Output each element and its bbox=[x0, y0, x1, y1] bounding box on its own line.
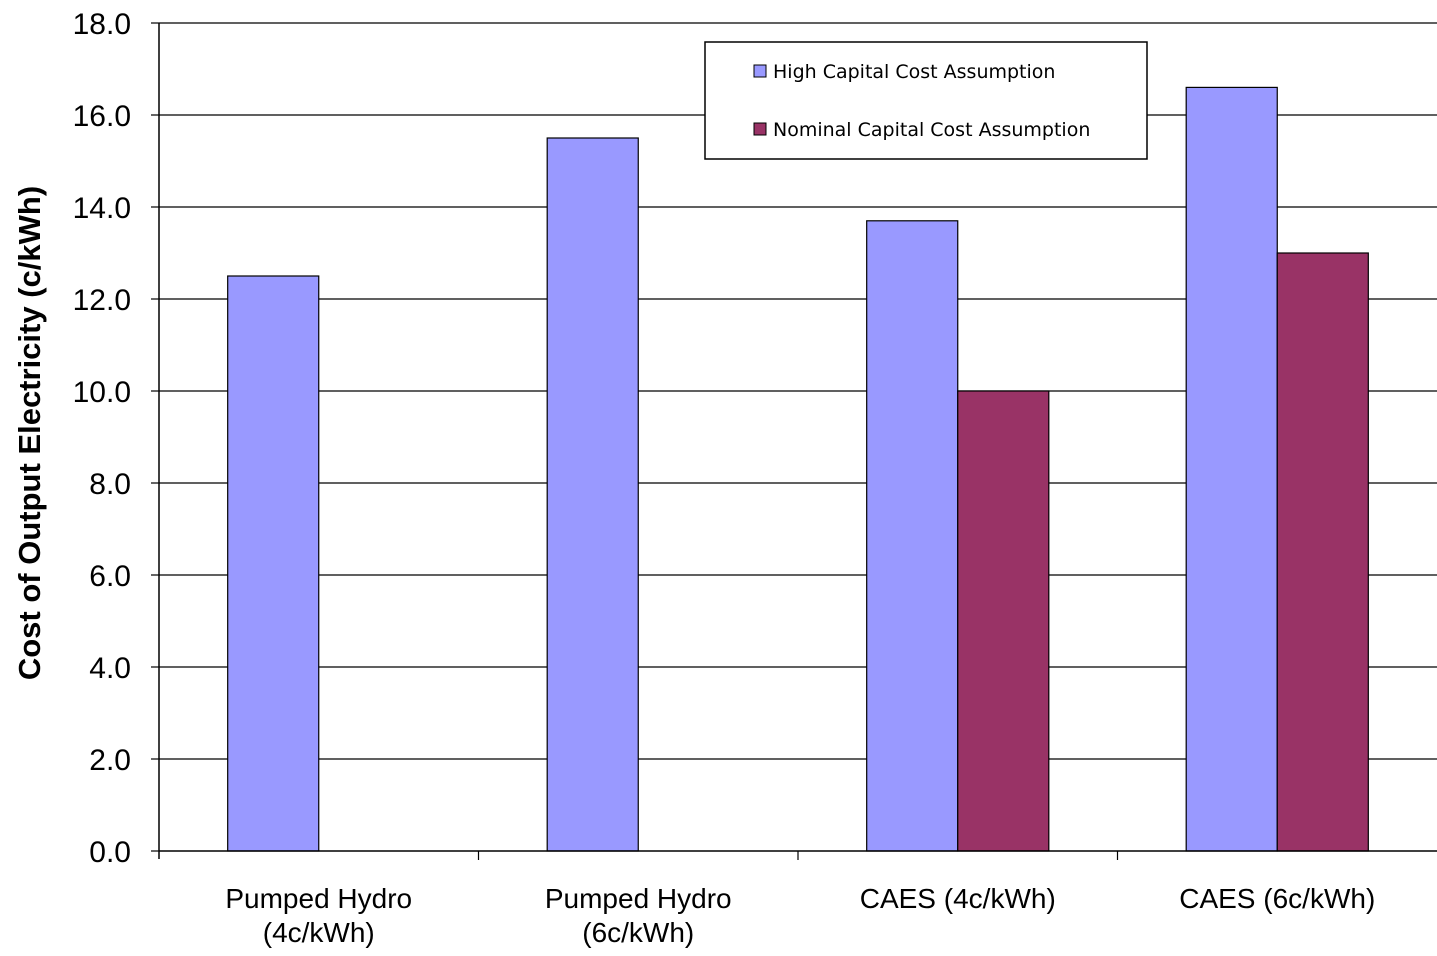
bars bbox=[227, 86, 1369, 852]
y-tick-label: 6.0 bbox=[89, 560, 131, 593]
legend: High Capital Cost Assumption Nominal Cap… bbox=[704, 41, 1148, 160]
category-label: CAES (4c/kWh) bbox=[860, 883, 1056, 914]
legend-swatch-nominal bbox=[753, 122, 767, 136]
legend-label-nominal: Nominal Capital Cost Assumption bbox=[773, 119, 1090, 141]
gridlines bbox=[159, 22, 1437, 760]
y-tick-label: 4.0 bbox=[89, 652, 131, 685]
y-tick-label: 16.0 bbox=[73, 100, 131, 133]
y-tick-label: 14.0 bbox=[73, 192, 131, 225]
legend-box bbox=[704, 41, 1148, 160]
category-label: CAES (6c/kWh) bbox=[1179, 883, 1375, 914]
category-label: Pumped Hydro (6c/kWh) bbox=[545, 883, 732, 948]
category-labels: Pumped Hydro (4c/kWh) Pumped Hydro (6c/kWh)… bbox=[225, 883, 1375, 948]
bar-high-1 bbox=[546, 137, 639, 852]
legend-label-high: High Capital Cost Assumption bbox=[773, 61, 1055, 83]
axes bbox=[151, 22, 1437, 860]
bar-nominal-2 bbox=[957, 390, 1050, 852]
y-tick-label: 10.0 bbox=[73, 376, 131, 409]
y-tick-label: 12.0 bbox=[73, 284, 131, 317]
y-tick-label: 8.0 bbox=[89, 468, 131, 501]
bar-high-0 bbox=[227, 275, 320, 852]
y-tick-label: 18.0 bbox=[73, 8, 131, 41]
bar-high-3 bbox=[1185, 86, 1278, 852]
y-tick-label: 0.0 bbox=[89, 836, 131, 869]
y-tick-labels: 0.0 2.0 4.0 6.0 8.0 10.0 12.0 14.0 16.0 18.0 bbox=[73, 8, 131, 869]
legend-swatch-high bbox=[753, 64, 767, 78]
y-axis-title: Cost of Output Electricity (c/kWh) bbox=[12, 186, 47, 680]
bar-nominal-3 bbox=[1276, 252, 1369, 852]
y-tick-label: 2.0 bbox=[89, 744, 131, 777]
category-label: Pumped Hydro (4c/kWh) bbox=[225, 883, 412, 948]
bar-high-2 bbox=[866, 220, 959, 852]
